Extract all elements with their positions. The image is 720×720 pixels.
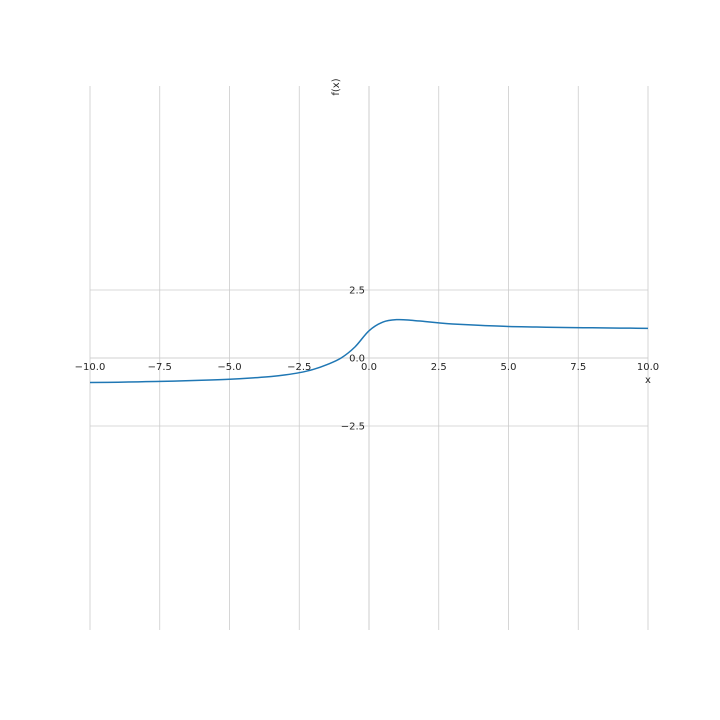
y-tick-label: 2.5: [349, 286, 365, 297]
y-tick-labels: −2.5 0.0 2.5: [341, 286, 365, 433]
x-tick-label: 5.0: [501, 362, 517, 373]
x-tick-label: −10.0: [75, 362, 106, 373]
x-tick-label: −2.5: [287, 362, 311, 373]
x-tick-label: 2.5: [431, 362, 447, 373]
x-tick-label: −5.0: [217, 362, 241, 373]
x-tick-label: −7.5: [148, 362, 172, 373]
x-tick-labels: −10.0 −7.5 −5.0 −2.5 0.0 2.5 5.0 7.5 10.0: [75, 362, 659, 373]
series-line: [89, 318, 649, 384]
x-axis-label: x: [645, 375, 651, 386]
axes: [90, 86, 648, 630]
x-tick-label: 7.5: [570, 362, 586, 373]
x-tick-label: 0.0: [361, 362, 377, 373]
series-group: [89, 318, 649, 384]
x-tick-label: 10.0: [637, 362, 659, 373]
y-axis-label: f(x): [331, 78, 342, 95]
y-tick-label: 0.0: [349, 354, 365, 365]
y-tick-label: −2.5: [341, 422, 365, 433]
